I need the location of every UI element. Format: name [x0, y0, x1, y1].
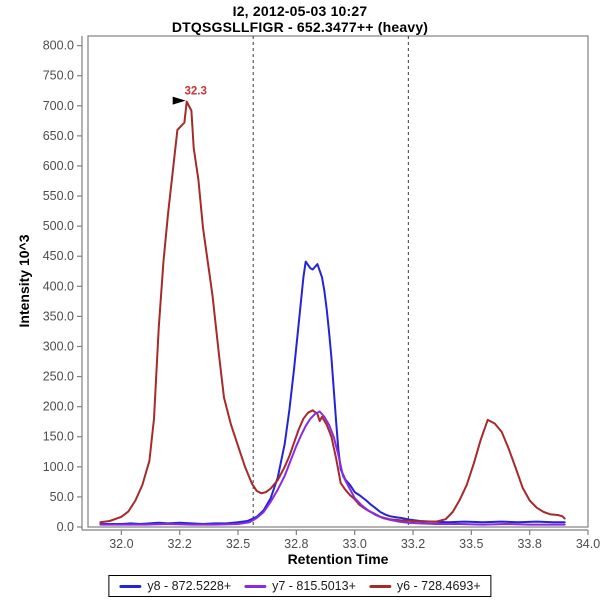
- peak-rt-annotation: 32.3: [184, 86, 206, 98]
- x-tick-label: 34.0: [576, 537, 600, 551]
- x-axis-title: Retention Time: [287, 551, 389, 567]
- legend-swatch-y6: [368, 584, 391, 588]
- legend: y8 - 872.5228+ y7 - 815.5013+ y6 - 728.4…: [108, 575, 492, 597]
- x-tick-label: 33.5: [459, 537, 483, 551]
- legend-item-y7: y7 - 815.5013+: [244, 579, 356, 593]
- y-tick-label: 50.0: [50, 490, 74, 504]
- chart-subtitle: DTQSGSLLFIGR - 652.3477++ (heavy): [171, 19, 429, 35]
- x-tick-label: 32.5: [226, 537, 250, 551]
- axes: [81, 35, 589, 531]
- y-tick-label: 200.0: [43, 400, 74, 414]
- peak-flag-icon: [172, 96, 186, 105]
- y-axis-title: Intensity 10^3: [16, 234, 32, 328]
- chart-title: I2, 2012-05-03 10:27: [232, 3, 368, 19]
- y-tick-label: 450.0: [43, 249, 74, 263]
- x-tick-label: 33.2: [401, 537, 425, 551]
- peak-annotation[interactable]: 32.3: [172, 86, 207, 105]
- legend-item-y6: y6 - 728.4693+: [368, 579, 481, 593]
- legend-label-y6: y6 - 728.4693+: [396, 579, 481, 593]
- y-tick-label: 500.0: [43, 219, 74, 233]
- legend-label-y7: y7 - 815.5013+: [272, 579, 356, 593]
- y-tick-label: 550.0: [43, 189, 74, 203]
- x-tick-label: 32.0: [109, 537, 133, 551]
- series-y6[interactable]: [99, 100, 566, 524]
- y-tick-label: 750.0: [43, 69, 74, 83]
- x-tick-label: 32.8: [284, 537, 308, 551]
- x-axis: 32.0 32.2 32.5 32.8 33.0 33.2 33.5 33.8 34.0: [109, 530, 600, 551]
- y-axis: 0.0 50.0 100.0 150.0 200.0 250.0 300.0 350.0 400…: [43, 39, 82, 534]
- y-tick-label: 250.0: [43, 370, 74, 384]
- legend-item-y8: y8 - 872.5228+: [119, 579, 231, 593]
- legend-swatch-y7: [244, 584, 267, 588]
- x-tick-label: 33.8: [517, 537, 541, 551]
- y-tick-label: 700.0: [43, 99, 74, 113]
- y-tick-label: 650.0: [43, 129, 74, 143]
- series-y7[interactable]: [99, 410, 566, 526]
- legend-label-y8: y8 - 872.5228+: [147, 579, 232, 593]
- y-tick-label: 400.0: [43, 279, 74, 293]
- series-lines: [99, 100, 566, 526]
- y-tick-label: 350.0: [43, 309, 74, 323]
- x-tick-label: 32.2: [168, 537, 192, 551]
- series-y8[interactable]: [99, 260, 566, 525]
- y-tick-label: 0.0: [57, 520, 74, 534]
- y-tick-label: 600.0: [43, 159, 74, 173]
- y-tick-label: 800.0: [43, 39, 74, 53]
- integration-boundaries: [252, 36, 409, 527]
- y-tick-label: 150.0: [43, 430, 74, 444]
- y-tick-label: 100.0: [43, 460, 74, 474]
- y-tick-label: 300.0: [43, 339, 74, 353]
- legend-swatch-y8: [119, 584, 142, 588]
- x-tick-label: 33.0: [343, 537, 367, 551]
- chart-header: I2, 2012-05-03 10:27 DTQSGSLLFIGR - 652.…: [0, 3, 600, 35]
